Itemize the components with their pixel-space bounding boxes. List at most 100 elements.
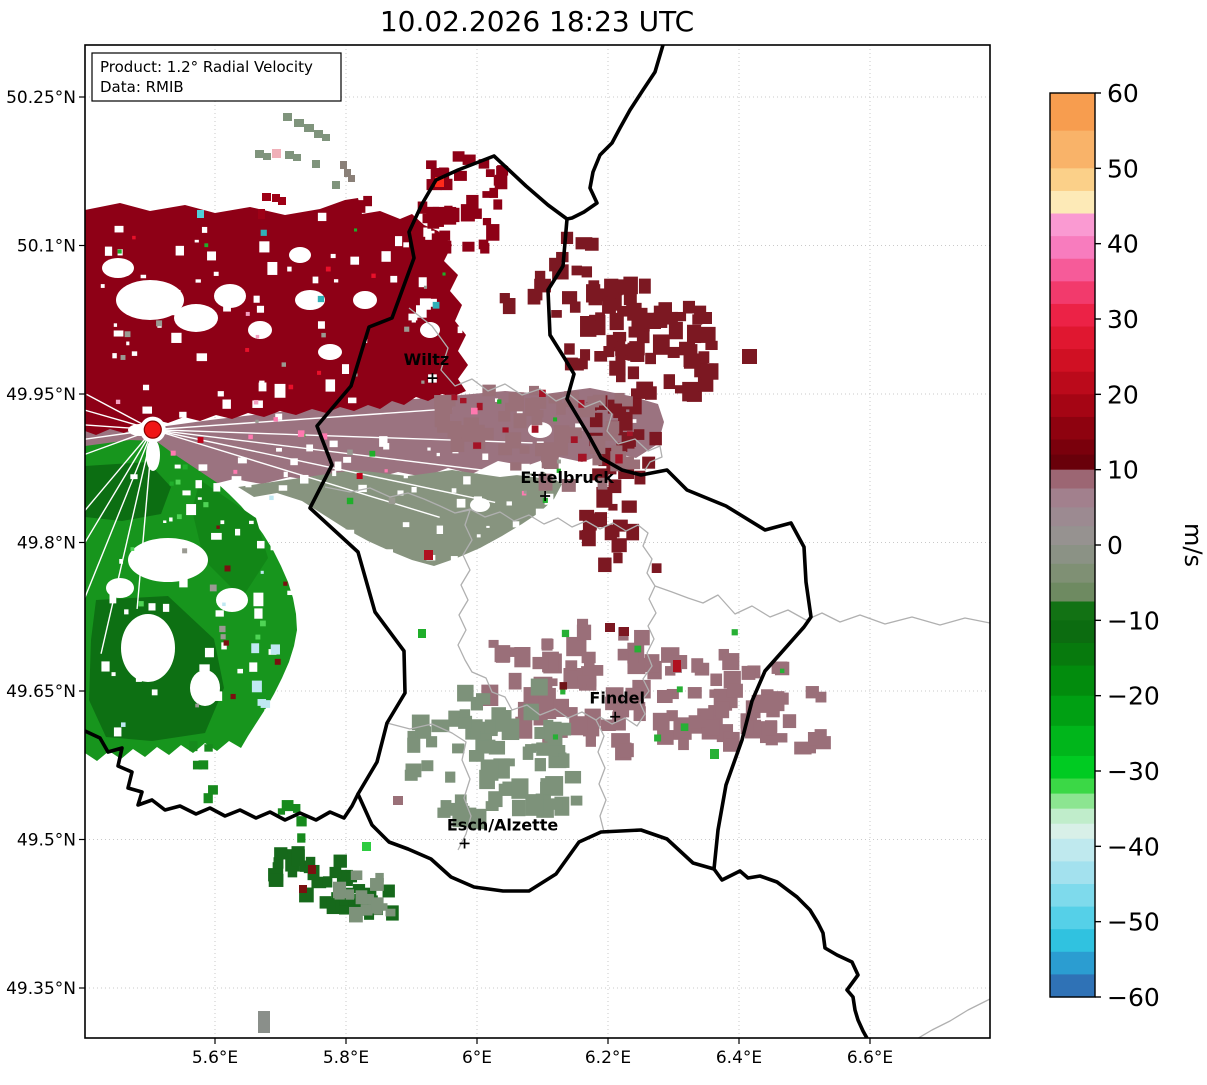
echo-block [635,701,646,712]
speckle [245,347,250,352]
speckle [260,570,264,574]
echo-block [473,208,482,219]
lat-tick-label: 50.1°N [17,237,76,257]
echo-block [489,187,499,198]
field-gap [255,325,262,333]
field-gap [140,274,147,279]
field-gap [131,351,138,356]
echo-block [287,869,298,878]
echo-block [754,694,771,713]
echo-block [766,691,785,712]
echo-block [422,213,432,224]
echo-block [590,435,606,455]
colorbar-tick-label: 20 [1107,380,1139,409]
field-gap [451,488,457,493]
colorbar-band [1050,488,1095,508]
echo-block [622,456,634,470]
echo-block [350,870,363,881]
echo-block [619,743,634,758]
echo-block [417,201,428,214]
echo-block [556,441,569,456]
speckle [263,153,271,160]
speckle [321,332,326,338]
speckle [272,149,281,158]
colorbar-tick-label: 30 [1107,305,1139,334]
echo-block [457,684,474,702]
echo-block [273,857,284,869]
axis-ticks: 5.6°E 5.8°E 6°E 6.2°E 6.4°E 6.6°E 50.25°N 50.1°… [6,88,893,1068]
speckle [169,481,174,486]
echo-block [603,346,615,358]
field-gap [186,504,197,516]
echo-block [352,201,363,210]
field-gap [419,298,431,310]
speckle [281,362,287,367]
product-info-box: Product: 1.2° Radial Velocity Data: RMIB [91,52,342,102]
field-gap [631,378,640,386]
speckle [779,668,785,674]
echo-block [334,888,345,900]
product-label: Product: 1.2° Radial Velocity [100,58,313,76]
echo-block [355,890,368,905]
echo-block [569,427,582,439]
speckle [260,229,267,236]
field-gap [329,440,338,448]
echo-block [642,456,656,469]
field-gap [345,529,355,541]
echo-block [476,402,483,411]
echo-block [349,906,363,923]
colorbar-tick-label: 60 [1107,79,1139,108]
echo-block [604,278,619,297]
echo-block [668,321,683,340]
echo-block [699,326,716,343]
echo-block [526,706,539,720]
field-gap [332,470,337,477]
field-gap [207,251,217,261]
field-gap [148,603,156,611]
colorbar-band [1050,642,1095,667]
speckle [285,151,294,159]
lon-tick-label: 5.8°E [323,1048,369,1068]
speckle [404,326,410,332]
speckle [731,629,738,636]
echo-block [454,794,467,808]
field-gap [195,480,202,489]
echo-block [540,778,554,795]
field-gap [253,592,264,607]
echo-block [683,353,701,368]
echo-block [458,717,472,729]
field-gap [196,353,208,362]
speckle [470,407,478,415]
echo-block [530,678,548,696]
colorbar-band [1050,582,1095,603]
echo-block [192,760,203,770]
colorbar-band [1050,454,1095,471]
radial-streak [85,409,153,431]
field-gap [171,332,182,343]
field-gap [124,609,129,615]
speckle [673,660,681,672]
field-gap [221,642,227,650]
field-gap [506,501,512,506]
field-gap [521,463,530,475]
speckle [170,450,176,456]
echo-block [594,350,608,362]
echo-block [485,169,495,178]
speckle [269,495,274,501]
speckle [314,130,323,138]
speckle [182,548,188,554]
speckle [346,497,354,505]
echo-block [382,884,395,898]
radial-streak [152,428,580,483]
field-gap [126,341,130,346]
speckle [230,693,236,700]
echo-block [478,239,489,250]
echo-block [385,908,396,917]
colorbar-tick-label: −40 [1107,832,1160,861]
echo-block [657,730,674,745]
field-gap [535,471,541,476]
echo-block [277,808,286,815]
field-gap [333,279,339,283]
echo-block [365,223,378,237]
field-gap [270,542,277,551]
